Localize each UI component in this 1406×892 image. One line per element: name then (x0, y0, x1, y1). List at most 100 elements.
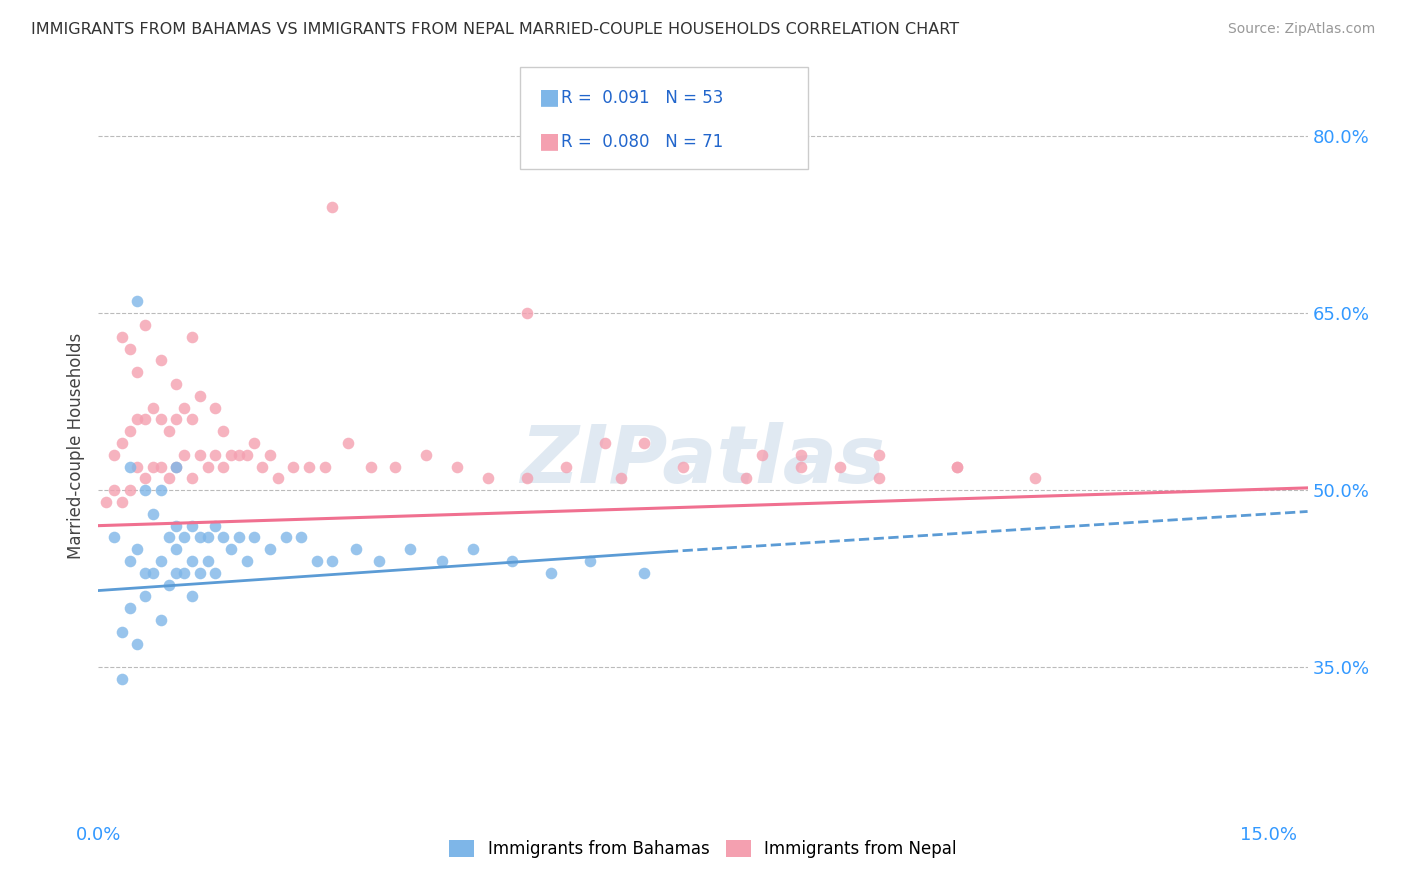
Point (111, 495, 134, 509)
Point (197, 459, 219, 474)
Point (165, 566, 187, 580)
Point (149, 554, 172, 568)
Point (197, 531, 219, 545)
Point (142, 459, 165, 474)
Point (1024, 471, 1046, 485)
Point (204, 518, 226, 533)
Point (149, 459, 172, 474)
Point (134, 590, 156, 604)
Point (204, 401, 226, 415)
Point (118, 601, 141, 615)
Point (384, 459, 406, 474)
Point (267, 471, 290, 485)
Point (868, 448, 890, 462)
Point (399, 542, 422, 557)
Point (188, 389, 211, 403)
Point (165, 542, 187, 557)
Point (173, 448, 195, 462)
Point (134, 471, 156, 485)
Point (368, 554, 391, 568)
Point (595, 436, 617, 450)
Point (283, 459, 305, 474)
Legend: Immigrants from Bahamas, Immigrants from Nepal: Immigrants from Bahamas, Immigrants from… (443, 833, 963, 864)
Point (118, 483, 141, 498)
Point (516, 306, 538, 320)
Point (134, 318, 156, 332)
Point (945, 459, 967, 474)
Point (579, 554, 602, 568)
Point (314, 459, 336, 474)
Point (111, 330, 134, 344)
Point (259, 542, 281, 557)
Point (165, 412, 187, 426)
Point (501, 554, 523, 568)
Point (204, 566, 226, 580)
Point (868, 471, 890, 485)
Point (298, 459, 321, 474)
Text: ■: ■ (538, 87, 560, 108)
Point (127, 294, 149, 309)
Point (477, 471, 499, 485)
Point (228, 531, 250, 545)
Point (149, 613, 172, 627)
Point (181, 518, 204, 533)
Point (243, 531, 266, 545)
Point (103, 531, 125, 545)
Point (228, 448, 250, 462)
Point (321, 200, 343, 214)
Text: Source: ZipAtlas.com: Source: ZipAtlas.com (1227, 22, 1375, 37)
Point (204, 448, 226, 462)
Point (789, 459, 811, 474)
Point (219, 542, 242, 557)
Point (751, 448, 773, 462)
Text: ■: ■ (538, 132, 560, 152)
Point (243, 436, 266, 450)
Y-axis label: Married-couple Households: Married-couple Households (66, 333, 84, 559)
Point (149, 353, 172, 368)
Point (127, 412, 149, 426)
Text: ZIPatlas: ZIPatlas (520, 422, 886, 500)
Point (555, 459, 578, 474)
Point (212, 459, 235, 474)
Point (157, 471, 180, 485)
Point (633, 566, 655, 580)
Point (127, 542, 149, 557)
Point (157, 424, 180, 438)
Point (945, 459, 967, 474)
Point (188, 531, 211, 545)
Point (274, 531, 297, 545)
Point (118, 459, 141, 474)
Text: R =  0.091   N = 53: R = 0.091 N = 53 (561, 88, 723, 106)
Point (259, 448, 281, 462)
Point (610, 471, 633, 485)
Point (188, 566, 211, 580)
Point (672, 459, 695, 474)
Point (430, 554, 453, 568)
Point (197, 554, 219, 568)
Point (127, 459, 149, 474)
Point (149, 483, 172, 498)
Point (118, 424, 141, 438)
Point (828, 459, 851, 474)
Point (173, 401, 195, 415)
Text: R =  0.080   N = 71: R = 0.080 N = 71 (561, 133, 723, 151)
Point (321, 554, 343, 568)
Point (188, 448, 211, 462)
Point (181, 554, 204, 568)
Point (516, 471, 538, 485)
Point (252, 459, 274, 474)
Point (461, 542, 484, 557)
Point (633, 436, 655, 450)
Point (127, 365, 149, 379)
Point (103, 448, 125, 462)
Point (415, 448, 437, 462)
Point (165, 377, 187, 392)
Point (111, 672, 134, 686)
Point (134, 483, 156, 498)
Point (337, 436, 360, 450)
Point (181, 412, 204, 426)
Point (212, 531, 235, 545)
Point (165, 459, 187, 474)
Point (142, 566, 165, 580)
Point (181, 471, 204, 485)
